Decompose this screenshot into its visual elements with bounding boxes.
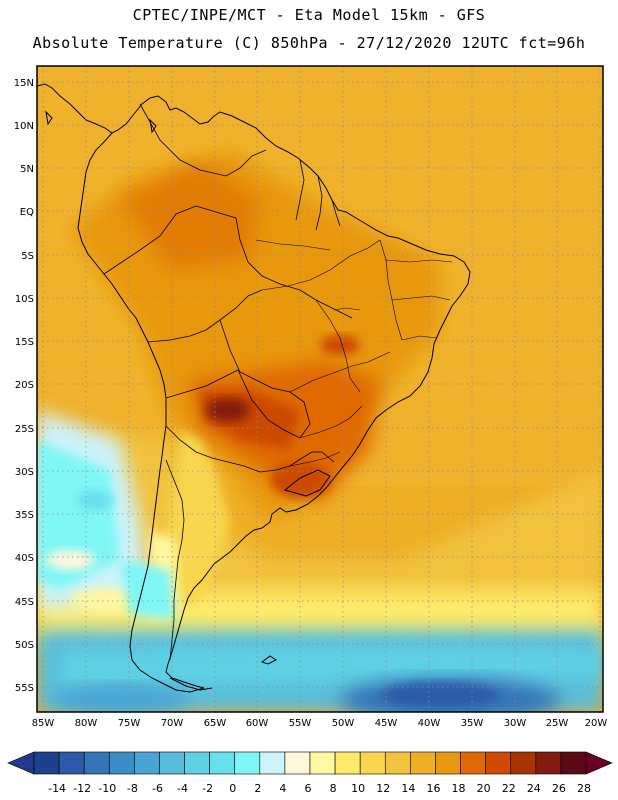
lon-tick: 65W — [204, 718, 227, 729]
map-title-line2: Absolute Temperature (C) 850hPa - 27/12/… — [32, 34, 586, 52]
lat-tick: 40S — [15, 553, 34, 564]
colorbar-swatch — [359, 751, 386, 775]
colorbar-label: 2 — [254, 782, 262, 795]
colorbar-label: -8 — [126, 782, 138, 795]
lat-tick: 20S — [15, 380, 34, 391]
colorbar-label: 20 — [476, 782, 491, 795]
colorbar-label: 12 — [376, 782, 391, 795]
colorbar-swatch — [510, 751, 537, 775]
lon-tick: 50W — [332, 718, 355, 729]
state-borders — [255, 239, 453, 467]
lon-tick: 55W — [289, 718, 312, 729]
lon-tick: 75W — [118, 718, 141, 729]
colorbar-swatch — [460, 751, 486, 775]
lat-tick: 5S — [21, 251, 34, 262]
colorbar — [7, 751, 613, 775]
lon-tick: 80W — [75, 718, 98, 729]
temperature-field — [37, 66, 603, 712]
lat-tick: 15N — [14, 78, 34, 89]
colorbar-swatch — [134, 751, 160, 775]
lat-tick: 5N — [20, 164, 34, 175]
colorbar-swatch — [435, 751, 461, 775]
lat-tick: 55S — [15, 683, 34, 694]
lon-tick: 40W — [418, 718, 441, 729]
colorbar-swatch — [184, 751, 210, 775]
colorbar-over-triangle — [585, 751, 613, 775]
colorbar-label: 8 — [329, 782, 337, 795]
colorbar-swatch — [334, 751, 361, 775]
lat-tick: 15S — [15, 337, 34, 348]
colorbar-label: -14 — [48, 782, 67, 795]
colorbar-swatch — [284, 751, 311, 775]
colorbar-label: -4 — [177, 782, 189, 795]
lon-tick: 20W — [585, 718, 608, 729]
colorbar-swatch — [159, 751, 185, 775]
colorbar-swatch — [209, 751, 236, 775]
lat-tick: 35S — [15, 510, 34, 521]
lon-tick: 25W — [546, 718, 569, 729]
colorbar-swatch — [234, 751, 261, 775]
colorbar-swatch — [535, 751, 562, 775]
colorbar-label: 10 — [351, 782, 366, 795]
lat-tick: 10S — [15, 294, 34, 305]
coastlines — [37, 83, 471, 693]
lat-tick: 10N — [14, 121, 34, 132]
longitude-axis: 85W 80W 75W 70W 65W 60W 55W 50W 45W 40W … — [32, 718, 608, 729]
colorbar-label: -2 — [202, 782, 214, 795]
colorbar-swatch — [83, 751, 110, 775]
colorbar-label: -10 — [98, 782, 117, 795]
colorbar-label: 26 — [551, 782, 566, 795]
colorbar-label: 28 — [577, 782, 591, 795]
colorbar-label: 24 — [526, 782, 541, 795]
lat-tick: 25S — [15, 424, 34, 435]
colorbar-label: 18 — [451, 782, 466, 795]
lon-tick: 70W — [161, 718, 184, 729]
lon-tick: 85W — [32, 718, 55, 729]
colorbar-label: -6 — [151, 782, 163, 795]
colorbar-label: 0 — [229, 782, 237, 795]
lat-tick: 45S — [15, 597, 34, 608]
colorbar-swatch — [485, 751, 512, 775]
colorbar-label: 6 — [304, 782, 312, 795]
lon-tick: 60W — [246, 718, 269, 729]
country-borders — [103, 103, 353, 661]
colorbar-label: 14 — [401, 782, 416, 795]
latitude-axis: 15N 10N 5N EQ 5S 10S 15S 20S 25S 30S 35S… — [14, 78, 34, 694]
colorbar-swatch — [410, 751, 436, 775]
lon-tick: 35W — [461, 718, 484, 729]
colorbar-swatch — [309, 751, 336, 775]
lat-tick: 30S — [15, 467, 34, 478]
colorbar-label: -12 — [73, 782, 92, 795]
lat-tick: EQ — [20, 207, 34, 218]
lon-tick: 45W — [375, 718, 398, 729]
colorbar-label: 4 — [279, 782, 287, 795]
lat-tick: 50S — [15, 640, 34, 651]
colorbar-swatch — [108, 751, 135, 775]
map-title-line1: CPTEC/INPE/MCT - Eta Model 15km - GFS — [132, 6, 486, 24]
colorbar-label: 16 — [426, 782, 441, 795]
map-frame — [36, 65, 604, 713]
colorbar-swatch — [259, 751, 286, 775]
lon-tick: 30W — [504, 718, 527, 729]
colorbar-under-triangle — [7, 751, 35, 775]
colorbar-swatch — [560, 751, 587, 775]
colorbar-swatch — [58, 751, 85, 775]
colorbar-swatch — [384, 751, 411, 775]
colorbar-label: 22 — [501, 782, 516, 795]
colorbar-swatch — [33, 751, 60, 775]
